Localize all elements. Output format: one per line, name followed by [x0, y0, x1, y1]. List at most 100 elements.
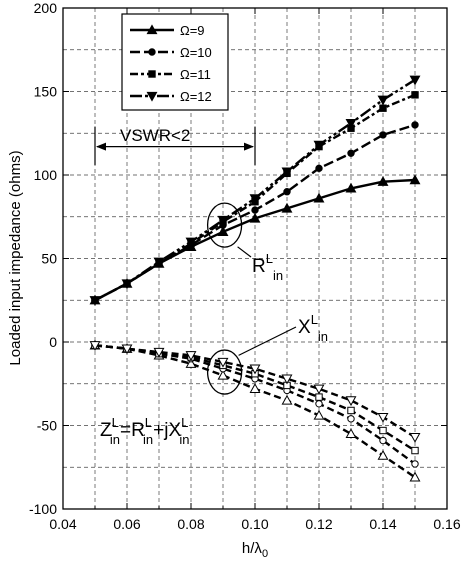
- equation-label: ZL in=RL in+jXL in: [100, 415, 190, 447]
- resistance-point-omega-12: [313, 140, 325, 151]
- reactance-point-omega-12: [217, 357, 229, 368]
- resistance-point-omega-10: [379, 131, 387, 139]
- y-tick-label: 0: [49, 334, 57, 350]
- resistance-point-omega-12: [377, 95, 389, 106]
- rin-leader-line: [237, 246, 252, 258]
- resistance-point-omega-12: [121, 279, 133, 290]
- xin-sup: L: [311, 312, 318, 327]
- y-tick-label: 150: [34, 84, 58, 100]
- eq-x-sub: in: [179, 432, 189, 447]
- resistance-point-omega-9: [345, 182, 357, 193]
- x-axis-title-sub: 0: [262, 548, 268, 560]
- y-tick-label: 50: [41, 251, 57, 267]
- legend-marker-omega-12: [146, 91, 158, 102]
- x-tick-label: 0.06: [113, 516, 140, 532]
- eq-r-sup: L: [145, 415, 152, 430]
- reactance-line-omega-11: [94, 344, 416, 452]
- x-tick-label: 0.14: [369, 516, 396, 532]
- x-tick-label: 0.12: [305, 516, 332, 532]
- reactance-point-omega-12: [345, 396, 357, 407]
- reactance-point-omega-12: [89, 341, 101, 351]
- reactance-line-omega-12: [94, 344, 416, 439]
- legend-label-omega-12: Ω=12: [180, 89, 212, 104]
- resistance-point-omega-9: [249, 212, 261, 223]
- resistance-point-omega-12: [345, 119, 357, 129]
- eq-z-sup: L: [112, 415, 119, 430]
- resistance-point-omega-10: [251, 206, 259, 214]
- series-group: [89, 75, 421, 482]
- series-omega-12: [89, 75, 421, 443]
- resistance-point-omega-10: [411, 121, 419, 129]
- reactance-point-omega-9: [185, 358, 197, 368]
- reactance-point-omega-12: [377, 412, 389, 423]
- vswr-label: VSWR<2: [120, 126, 190, 145]
- resistance-point-omega-12: [153, 257, 165, 268]
- reactance-point-omega-10: [379, 436, 387, 445]
- resistance-point-omega-9: [313, 192, 325, 203]
- resistance-point-omega-12: [217, 215, 229, 226]
- reactance-point-omega-12: [281, 374, 293, 385]
- eq-z: Z: [100, 420, 112, 441]
- resistance-point-omega-12: [409, 75, 421, 86]
- resistance-point-omega-11: [379, 104, 387, 112]
- y-axis-title: Loaded input impedance (ohms): [7, 150, 24, 365]
- legend-entry-omega-10: Ω=10: [130, 45, 212, 60]
- legend: Ω=9 Ω=10 Ω=11 Ω=12: [121, 13, 229, 111]
- resistance-point-omega-12: [281, 167, 293, 178]
- legend-marker-omega-10: [148, 48, 156, 56]
- x-tick-label: 0.16: [433, 516, 460, 532]
- y-tick-label: -100: [29, 501, 57, 517]
- legend-label-omega-10: Ω=10: [180, 45, 212, 60]
- resistance-point-omega-9: [217, 226, 229, 236]
- reactance-point-omega-11: [379, 426, 387, 435]
- xin-main: X: [298, 317, 311, 338]
- reactance-point-omega-12: [313, 384, 325, 395]
- reactance-point-omega-12: [409, 433, 421, 443]
- x-axis-title: h/λ0: [242, 540, 268, 560]
- eq-r: =R: [120, 420, 145, 441]
- reactance-point-omega-9: [313, 409, 325, 420]
- axis-ticks: 0.04 0.06 0.08 0.10 0.12 0.14 0.16 -100 -50 0 50 10…: [29, 0, 461, 532]
- reactance-point-omega-11: [347, 406, 355, 415]
- reactance-point-omega-9: [217, 369, 229, 380]
- reactance-point-omega-9: [345, 428, 357, 439]
- resistance-point-omega-9: [281, 202, 293, 213]
- reactance-point-omega-9: [281, 394, 293, 405]
- resistance-point-omega-12: [249, 194, 261, 205]
- rin-main: R: [252, 256, 266, 277]
- reactance-point-omega-10: [315, 400, 323, 408]
- xin-leader-line: [238, 326, 297, 356]
- vswr-arrow-left: [96, 142, 106, 151]
- reactance-point-omega-11: [315, 393, 323, 401]
- eq-x: +jX: [153, 420, 181, 441]
- reactance-point-omega-9: [377, 449, 389, 460]
- rin-label: RLin: [252, 251, 283, 283]
- eq-r-sub: in: [143, 432, 153, 447]
- xin-sub: in: [318, 329, 328, 344]
- reactance-point-omega-9: [249, 383, 261, 393]
- x-tick-label: 0.10: [241, 516, 268, 532]
- reactance-point-omega-10: [411, 460, 419, 468]
- y-tick-label: 200: [34, 0, 58, 16]
- eq-z-sub: in: [110, 432, 120, 447]
- reactance-line-omega-10: [94, 344, 416, 465]
- x-tick-label: 0.04: [49, 516, 76, 532]
- reactance-point-omega-12: [185, 351, 197, 361]
- rin-sub: in: [273, 268, 283, 283]
- legend-marker-omega-11: [148, 70, 156, 78]
- resistance-point-omega-9: [409, 174, 421, 185]
- reactance-group-ellipse: [206, 349, 243, 395]
- legend-entry-omega-12: Ω=12: [130, 89, 212, 104]
- y-tick-label: -50: [37, 418, 57, 434]
- legend-entry-omega-9: Ω=9: [130, 23, 205, 38]
- resistance-point-omega-10: [283, 188, 291, 196]
- y-tick-label: 100: [34, 167, 58, 183]
- reactance-point-omega-11: [411, 446, 419, 455]
- resistance-point-omega-11: [411, 91, 419, 99]
- legend-label-omega-9: Ω=9: [180, 23, 205, 38]
- reactance-point-omega-12: [249, 364, 261, 375]
- resistance-point-omega-12: [185, 237, 197, 248]
- resistance-point-omega-10: [315, 164, 323, 173]
- x-tick-label: 0.08: [177, 516, 204, 532]
